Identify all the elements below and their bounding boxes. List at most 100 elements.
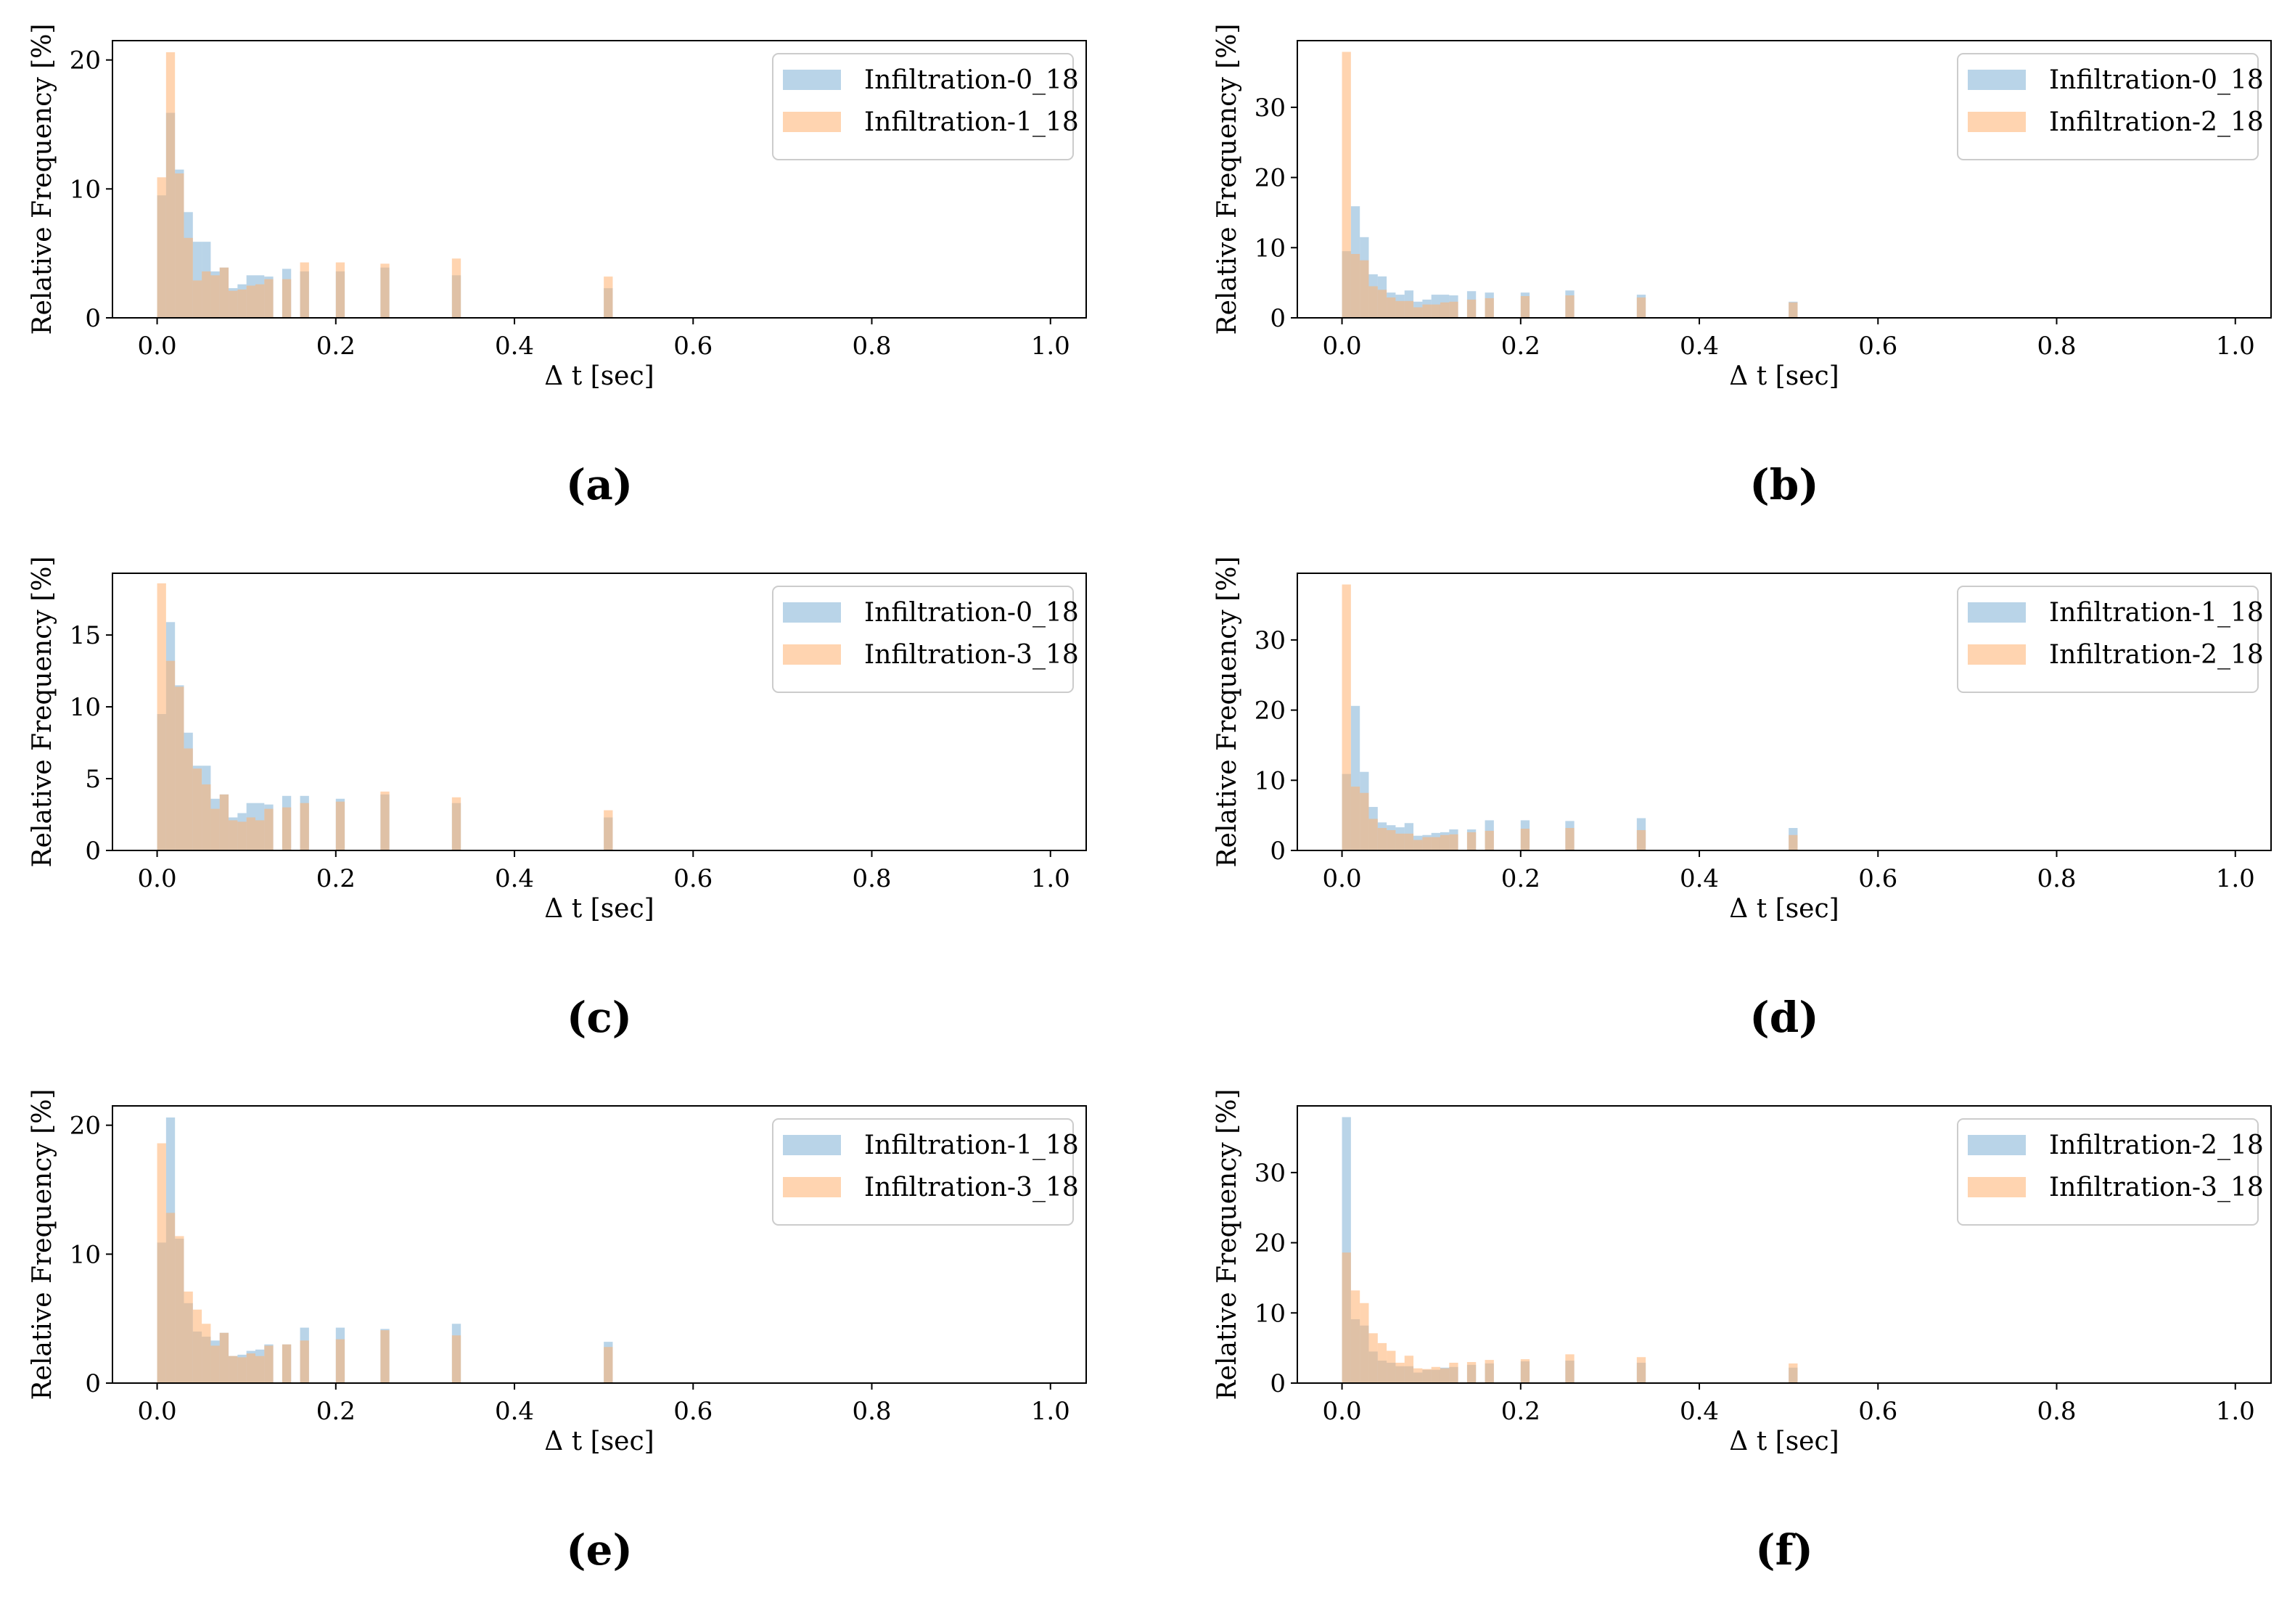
bar	[1387, 297, 1396, 318]
legend-swatch	[783, 70, 841, 90]
bar	[604, 810, 613, 850]
x-axis-label: Δ t [sec]	[1729, 894, 1839, 924]
panel-caption: (a)	[566, 460, 633, 509]
series-Infiltration-2_18	[1342, 1117, 1798, 1383]
bar	[1422, 837, 1432, 850]
bar	[1789, 1363, 1798, 1383]
legend-box	[1957, 586, 2259, 693]
legend-label: Infiltration-3_18	[864, 1173, 1079, 1202]
bar	[1368, 286, 1378, 318]
legend-swatch	[1968, 1135, 2026, 1155]
bar	[282, 279, 292, 318]
legend-swatch	[783, 1177, 841, 1197]
bar	[380, 263, 390, 318]
bar	[219, 267, 229, 318]
bar	[1520, 1359, 1530, 1383]
bar	[380, 791, 390, 850]
series-Infiltration-2_18	[1342, 584, 1798, 850]
bar	[210, 808, 220, 850]
y-axis-label: Relative Frequency [%]	[1212, 1089, 1242, 1401]
bar	[246, 1353, 255, 1383]
bar	[1636, 297, 1646, 318]
x-tick-label: 0.8	[2037, 332, 2076, 361]
bar	[1387, 1350, 1396, 1383]
bar	[1565, 1354, 1575, 1383]
y-axis-label: Relative Frequency [%]	[28, 24, 57, 335]
legend-swatch	[783, 1135, 841, 1155]
y-tick-label: 10	[70, 693, 101, 722]
legend-label: Infiltration-2_18	[2049, 640, 2264, 670]
bar	[1404, 300, 1414, 318]
bar	[1565, 828, 1575, 850]
bar	[1565, 295, 1575, 318]
legend-label: Infiltration-0_18	[864, 65, 1079, 95]
y-axis-label: Relative Frequency [%]	[1212, 24, 1242, 335]
x-axis-label: Δ t [sec]	[544, 361, 654, 391]
x-axis-label: Δ t [sec]	[1729, 361, 1839, 391]
bar	[1466, 832, 1477, 850]
legend-swatch	[1968, 70, 2026, 90]
y-tick-label: 20	[1255, 697, 1286, 726]
legend: Infiltration-1_18 Infiltration-3_18	[772, 1118, 1079, 1226]
bar	[1466, 1361, 1477, 1383]
bar	[1431, 304, 1440, 318]
x-tick-label: 0.0	[1323, 332, 1362, 361]
bar	[380, 1330, 390, 1383]
bar	[1422, 304, 1432, 318]
x-tick-label: 0.6	[1858, 864, 1897, 893]
axes-frame	[112, 40, 1087, 319]
axes-frame	[112, 573, 1087, 851]
bar	[1485, 1360, 1494, 1383]
x-tick-label: 0.6	[1858, 1397, 1897, 1426]
bar	[157, 1143, 166, 1383]
legend-swatch	[1968, 602, 2026, 623]
bar	[229, 290, 238, 318]
bar	[184, 237, 193, 318]
chart-panel-d: 0.0 0.2 0.4 0.6 0.8 1.0 0 10 20 30 Δ t [sec] Relati…	[1212, 557, 2272, 1042]
x-axis-label: Δ t [sec]	[544, 894, 654, 924]
legend: Infiltration-2_18 Infiltration-3_18	[1957, 1118, 2264, 1226]
legend-swatch	[1968, 644, 2026, 665]
bar	[1377, 290, 1387, 318]
x-tick-label: 0.0	[1323, 1397, 1362, 1426]
y-axis-label: Relative Frequency [%]	[28, 557, 57, 868]
legend-label: Infiltration-1_18	[864, 107, 1079, 137]
bar	[210, 275, 220, 318]
x-tick-label: 0.4	[1680, 332, 1719, 361]
bar	[1350, 253, 1360, 318]
legend-box	[1957, 53, 2259, 160]
legend-box	[772, 53, 1074, 160]
bar	[165, 1213, 176, 1383]
bar	[1368, 819, 1378, 850]
panel-caption: (b)	[1749, 460, 1818, 509]
legend-swatch	[783, 112, 841, 132]
panel-caption: (c)	[567, 993, 632, 1042]
bar	[165, 52, 176, 319]
x-tick-label: 0.4	[495, 332, 534, 361]
bar	[202, 271, 211, 318]
legend-swatch	[783, 602, 841, 623]
series-Infiltration-3_18	[157, 1143, 613, 1383]
bar	[192, 768, 202, 850]
bar	[184, 1291, 193, 1383]
x-tick-label: 0.0	[1323, 864, 1362, 893]
bar	[1440, 302, 1450, 318]
bar	[1360, 792, 1369, 850]
x-tick-label: 0.4	[1680, 864, 1719, 893]
y-tick-label: 20	[70, 46, 101, 75]
bar	[1440, 1368, 1450, 1383]
bar	[1520, 296, 1530, 318]
bar	[1636, 829, 1646, 850]
bar	[1789, 302, 1798, 318]
bar	[1636, 1357, 1646, 1383]
bar	[1395, 833, 1405, 850]
legend-label: Infiltration-3_18	[864, 640, 1079, 670]
legend-label: Infiltration-1_18	[864, 1131, 1079, 1160]
y-tick-label: 0	[1270, 837, 1286, 866]
x-tick-label: 0.2	[316, 332, 356, 361]
chart-panel-e: 0.0 0.2 0.4 0.6 0.8 1.0 0 10 20 Δ t [sec] Relative…	[28, 1089, 1087, 1575]
x-tick-label: 0.4	[495, 864, 534, 893]
bar	[1485, 830, 1494, 850]
bar	[229, 820, 238, 850]
x-tick-label: 0.8	[2037, 864, 2076, 893]
